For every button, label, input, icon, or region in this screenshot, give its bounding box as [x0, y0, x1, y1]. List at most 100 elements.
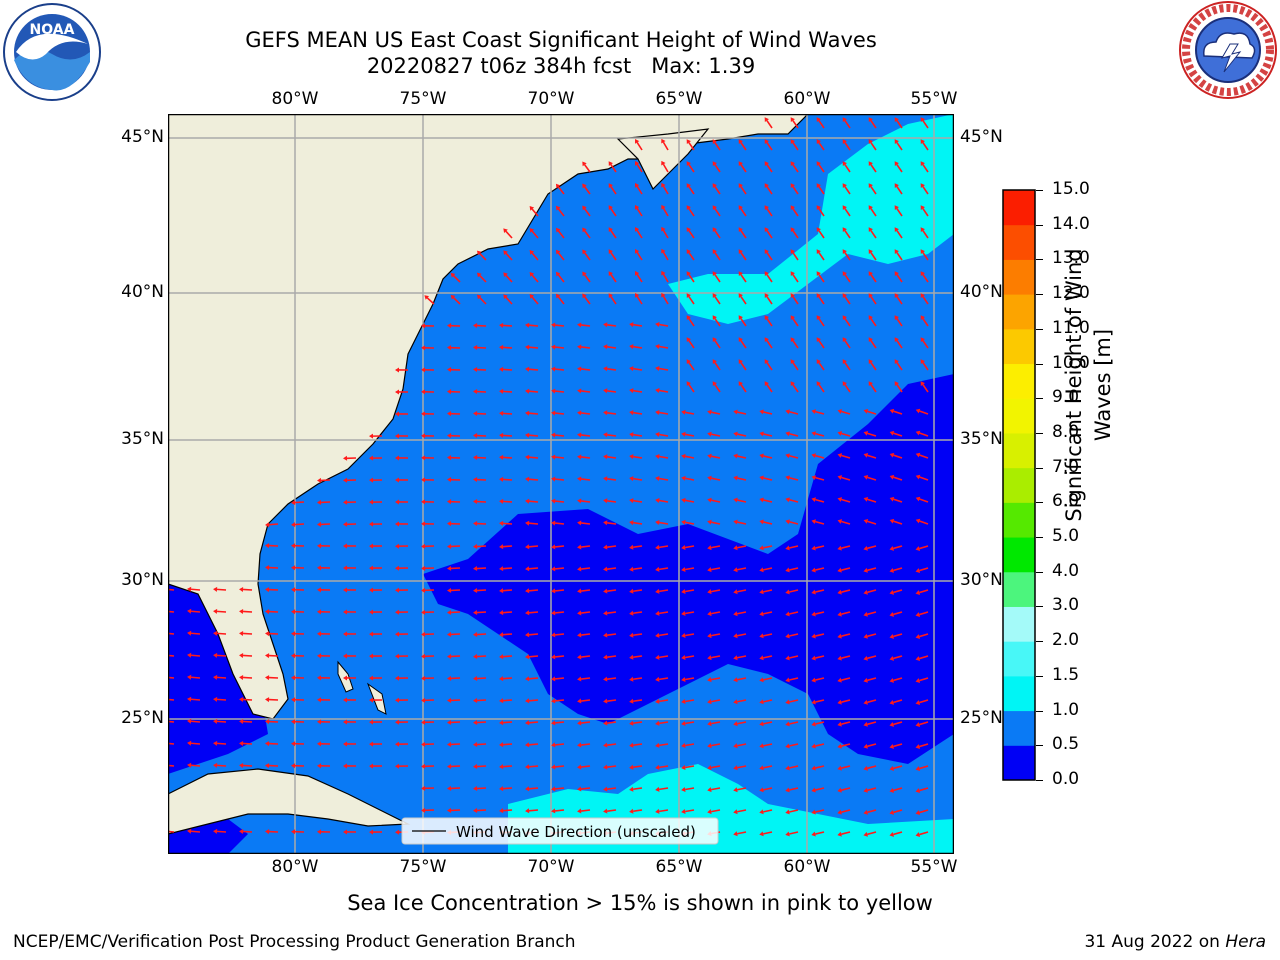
wave-direction-arrowhead: [863, 765, 868, 771]
wave-direction-arrow: [606, 743, 617, 746]
wave-direction-arrow: [766, 252, 773, 261]
wave-direction-arrowhead: [863, 518, 869, 524]
wave-direction-arrow: [841, 454, 851, 459]
wave-direction-arrow: [557, 208, 565, 217]
wave-direction-arrow: [789, 655, 799, 659]
wave-direction-arrowhead: [629, 388, 634, 394]
wave-direction-arrow: [242, 654, 253, 657]
wave-direction-arrow: [476, 743, 487, 746]
wave-direction-arrowhead: [577, 764, 582, 770]
wave-direction-arrow: [789, 765, 799, 769]
wave-direction-arrow: [893, 410, 903, 415]
wave-direction-arrowhead: [655, 676, 660, 682]
wave-direction-arrowhead: [317, 609, 322, 615]
wave-direction-arrowhead: [603, 520, 608, 526]
wave-direction-arrowhead: [213, 740, 218, 746]
wave-direction-arrow: [168, 610, 175, 613]
wave-direction-arrowhead: [447, 367, 452, 373]
wave-direction-arrowhead: [655, 632, 660, 638]
wave-direction-arrow: [763, 545, 773, 549]
wave-direction-arrow: [763, 455, 773, 459]
wave-direction-arrowhead: [499, 654, 504, 660]
wave-direction-arrow: [658, 765, 669, 769]
wave-direction-arrowhead: [317, 543, 322, 549]
wave-direction-arrow: [841, 787, 851, 791]
wave-direction-arrow: [685, 433, 695, 437]
colorbar-segment: [1003, 571, 1035, 607]
wave-direction-arrow: [632, 809, 643, 813]
wave-direction-arrowhead: [525, 588, 530, 594]
wave-direction-arrowhead: [889, 634, 895, 639]
wave-direction-arrowhead: [213, 828, 218, 834]
wave-direction-arrowhead: [395, 719, 400, 725]
wave-direction-arrowhead: [187, 586, 192, 592]
wave-direction-arrow: [658, 345, 669, 349]
wave-direction-arrow: [502, 787, 513, 790]
wave-direction-arrowhead: [291, 741, 296, 747]
wave-direction-arrowhead: [712, 205, 717, 210]
colorbar-tick-label: 5.0: [1052, 526, 1080, 547]
wave-direction-arrowhead: [291, 675, 296, 681]
colorbar-tick-mark: [1036, 606, 1043, 608]
wave-direction-arrow: [740, 164, 747, 173]
wave-direction-arrow: [658, 655, 669, 659]
wave-direction-arrow: [841, 545, 851, 549]
wave-direction-arrow: [714, 384, 721, 393]
wave-direction-arrowhead: [842, 161, 847, 166]
lon-tick-label: 60°W: [783, 89, 831, 109]
wave-direction-arrowhead: [525, 698, 530, 704]
wave-direction-arrow: [528, 589, 539, 592]
footer-right: 31 Aug 2022 on Hera: [1084, 932, 1266, 952]
wave-direction-arrow: [294, 523, 305, 526]
wave-direction-arrow: [737, 721, 747, 725]
wave-direction-arrow: [658, 611, 669, 615]
wave-direction-arrowhead: [842, 249, 847, 254]
wave-direction-arrowhead: [447, 697, 452, 703]
colorbar-tick-mark: [1036, 432, 1043, 434]
colorbar-tick-label: 7.0: [1052, 456, 1080, 477]
wave-direction-arrow: [452, 297, 461, 305]
wave-direction-arrowhead: [785, 453, 790, 459]
wave-direction-arrow: [922, 186, 929, 195]
wave-direction-arrow: [919, 787, 929, 792]
wave-direction-arrowhead: [759, 677, 764, 683]
wave-direction-arrowhead: [837, 831, 842, 837]
wave-direction-arrowhead: [447, 345, 452, 351]
footer-left: NCEP/EMC/Verification Post Processing Pr…: [13, 932, 576, 952]
wave-direction-arrow: [893, 498, 903, 503]
wave-direction-arrowhead: [603, 366, 608, 372]
wave-direction-arrow: [606, 567, 617, 570]
wave-direction-arrowhead: [811, 431, 816, 437]
wave-direction-arrow: [452, 275, 461, 283]
wave-direction-arrow: [919, 432, 929, 437]
wave-direction-arrowhead: [608, 161, 613, 166]
wave-direction-arrowhead: [369, 697, 374, 703]
wave-direction-arrow: [841, 432, 851, 437]
colorbar-tick-label: 1.0: [1052, 699, 1080, 720]
wave-direction-arrow: [815, 476, 825, 481]
wave-direction-arrow: [662, 229, 669, 239]
wave-direction-arrowhead: [920, 381, 925, 386]
wave-direction-arrowhead: [551, 698, 556, 704]
wave-direction-arrowhead: [889, 832, 895, 837]
wave-direction-arrow: [763, 787, 773, 791]
wave-direction-arrow: [242, 676, 253, 679]
lon-tick-label: 70°W: [527, 89, 575, 109]
wave-direction-arrow: [528, 500, 539, 503]
wave-direction-arrow: [714, 208, 721, 217]
wave-direction-arrowhead: [265, 697, 270, 703]
wave-direction-arrow: [662, 207, 669, 217]
wave-direction-arrow: [636, 295, 643, 305]
wave-direction-arrowhead: [712, 381, 717, 386]
wave-direction-arrow: [554, 743, 565, 746]
wave-direction-arrow: [216, 632, 227, 635]
wave-direction-arrowhead: [733, 589, 738, 595]
wave-direction-arrowhead: [920, 117, 925, 122]
wave-direction-arrowhead: [577, 698, 582, 704]
lon-tick-label: 60°W: [783, 857, 831, 877]
wave-direction-arrowhead: [369, 719, 374, 725]
wave-direction-arrow: [528, 522, 539, 525]
wave-direction-arrowhead: [473, 433, 478, 439]
wave-direction-arrowhead: [525, 476, 530, 482]
wave-direction-arrow: [763, 411, 773, 415]
